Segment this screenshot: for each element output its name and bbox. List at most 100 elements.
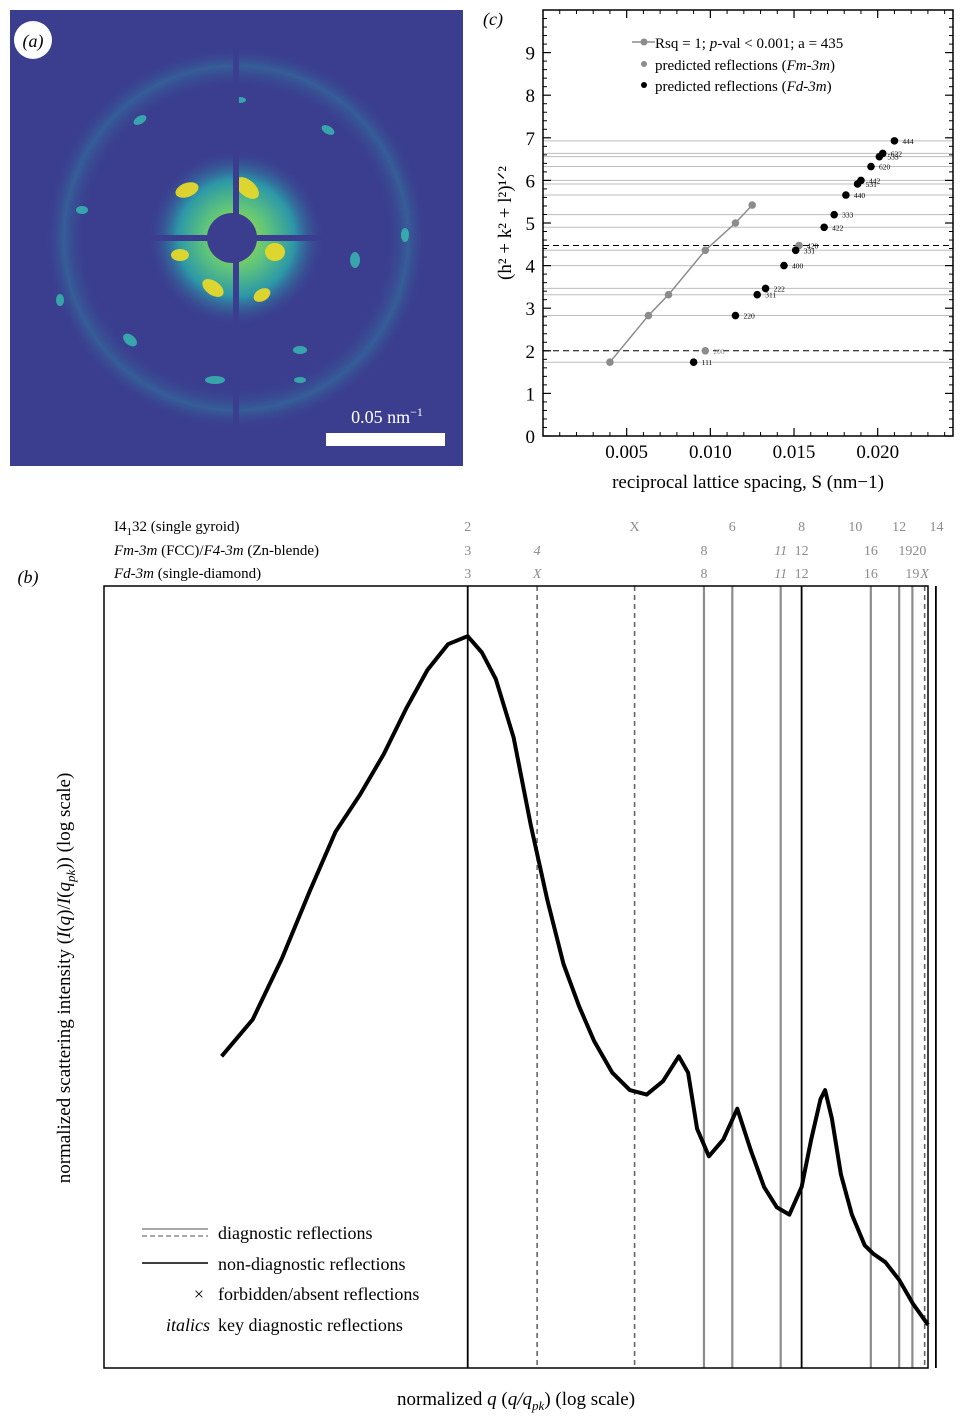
data-point [878,149,887,158]
point-label: 440 [854,191,866,200]
data-point [842,191,850,199]
data-point [644,311,653,320]
header-index-label: 14 [929,520,943,535]
point-label: 533 [887,153,899,162]
header-index-label: 1920 [898,544,926,559]
data-points [606,137,899,367]
legend-b: diagnostic reflections non-diagnostic re… [142,1223,419,1335]
header-index-label: 8 [700,567,707,582]
legend-fd3m-marker [641,82,647,88]
header-index-label: 6 [729,520,736,535]
x-tick-label: 0.015 [773,442,816,463]
data-point [731,311,740,320]
x-axis-label-b: normalized q (q/qpk) (log scale) [397,1389,635,1413]
data-point [761,284,770,293]
data-point [731,219,740,227]
data-point [857,176,865,185]
header-index-label: 16 [864,567,878,582]
header-label-diamond: Fd-3m (single-diamond) [113,566,261,582]
point-label: 333 [842,211,854,220]
y-tick-label: 5 [526,214,536,235]
legend-italics-label: key diagnostic reflections [218,1315,403,1335]
header-index-label: 12 [795,544,809,559]
diffraction-pattern-panel: (a) 0.05 nm−1 [10,10,463,466]
header-index-label: X [919,567,929,582]
header-index-label: 12 [892,520,906,535]
point-label: 222 [774,284,786,293]
point-label: 200 [713,347,725,356]
point-label: 422 [832,223,844,232]
scale-bar [326,433,445,446]
y-axis-label-b: normalized scattering intensity (I(q)/I(… [54,773,78,1184]
data-point [791,246,800,255]
data-point [820,223,828,232]
y-tick-label: 1 [526,384,536,405]
point-label: 111 [702,358,713,367]
data-point [664,290,673,299]
x-axis-label-c: reciprocal lattice spacing, S (nm−1) [612,472,884,493]
data-point [748,201,756,209]
header-index-label: 12 [795,567,809,582]
point-label: 220 [743,312,755,321]
legend-c: Rsq = 1; p-val < 0.001; a = 435 predicte… [632,36,843,95]
peak-position-lines [466,586,937,1368]
panel-a-label: (a) [23,31,44,52]
y-tick-label: 9 [526,44,536,65]
header-index-label: 2 [464,520,471,535]
header-index-label: 10 [848,520,862,535]
legend-diagnostic-label: diagnostic reflections [218,1223,372,1243]
x-tick-label: 0.005 [605,442,648,463]
panel-a-label-badge [14,21,52,59]
scattering-curve [220,634,930,1326]
header-label-gyroid: I4132 (single gyroid) [114,519,239,538]
point-label: 444 [902,137,914,146]
data-point [780,261,788,270]
panel-c-label: (c) [483,9,503,30]
point-label: 331 [804,246,816,255]
y-tick-label: 7 [526,129,536,150]
data-point [606,358,614,367]
data-point [753,290,762,299]
header-row-labels: I4132 (single gyroid) Fm-3m (FCC)/F4-3m … [113,519,319,582]
beamstop-center [207,213,257,263]
data-point [701,347,710,355]
legend-entry-fm3m: predicted reflections (Fm-3m) [655,58,835,74]
point-label: 311 [765,291,776,300]
header-index-label: 4 [534,544,541,559]
legend-entry-fd3m: predicted reflections (Fd-3m) [655,79,832,95]
legend-entry-fit: Rsq = 1; p-val < 0.001; a = 435 [655,36,843,52]
axis-ticks: 0 1 2 3 4 5 6 7 8 9 0.005 0.010 0.015 0.020 [526,10,953,463]
y-tick-label: 4 [526,257,536,278]
y-tick-label: 3 [526,299,536,320]
data-point [830,210,838,219]
header-index-label: 19 [905,567,919,582]
legend-forbidden-symbol: × [194,1284,204,1304]
scattering-profile-panel: (b) I4132 (single gyroid) Fm-3m (FCC)/F4… [18,519,944,1413]
x-tick-label: 0.010 [689,442,732,463]
y-tick-label: 6 [526,171,536,192]
legend-italics-symbol: italics [166,1315,210,1335]
point-label: 622 [891,149,903,158]
point-label: 620 [879,163,891,172]
y-tick-label: 2 [526,342,536,363]
header-index-label: 8 [798,520,805,535]
header-index-label: 16 [864,544,878,559]
y-tick-label: 0 [526,427,536,448]
header-label-fcc: Fm-3m (FCC)/F4-3m (Zn-blende) [113,543,319,559]
header-index-label: 3 [464,544,471,559]
legend-fit-marker [640,38,648,46]
panel-b-label: (b) [18,567,39,588]
header-index-label: 8 [700,544,707,559]
data-point [689,358,698,367]
scale-bar-label: 0.05 nm−1 [351,405,423,427]
header-index-label: 11 [774,567,787,582]
reflection-guide-lines [543,140,953,363]
point-label: 420 [807,241,819,250]
point-label: 400 [792,262,804,271]
data-point [701,246,710,255]
point-label: 531 [866,180,878,189]
y-axis-label-c: (h² + k² + l²)¹ᐟ² [495,166,516,280]
